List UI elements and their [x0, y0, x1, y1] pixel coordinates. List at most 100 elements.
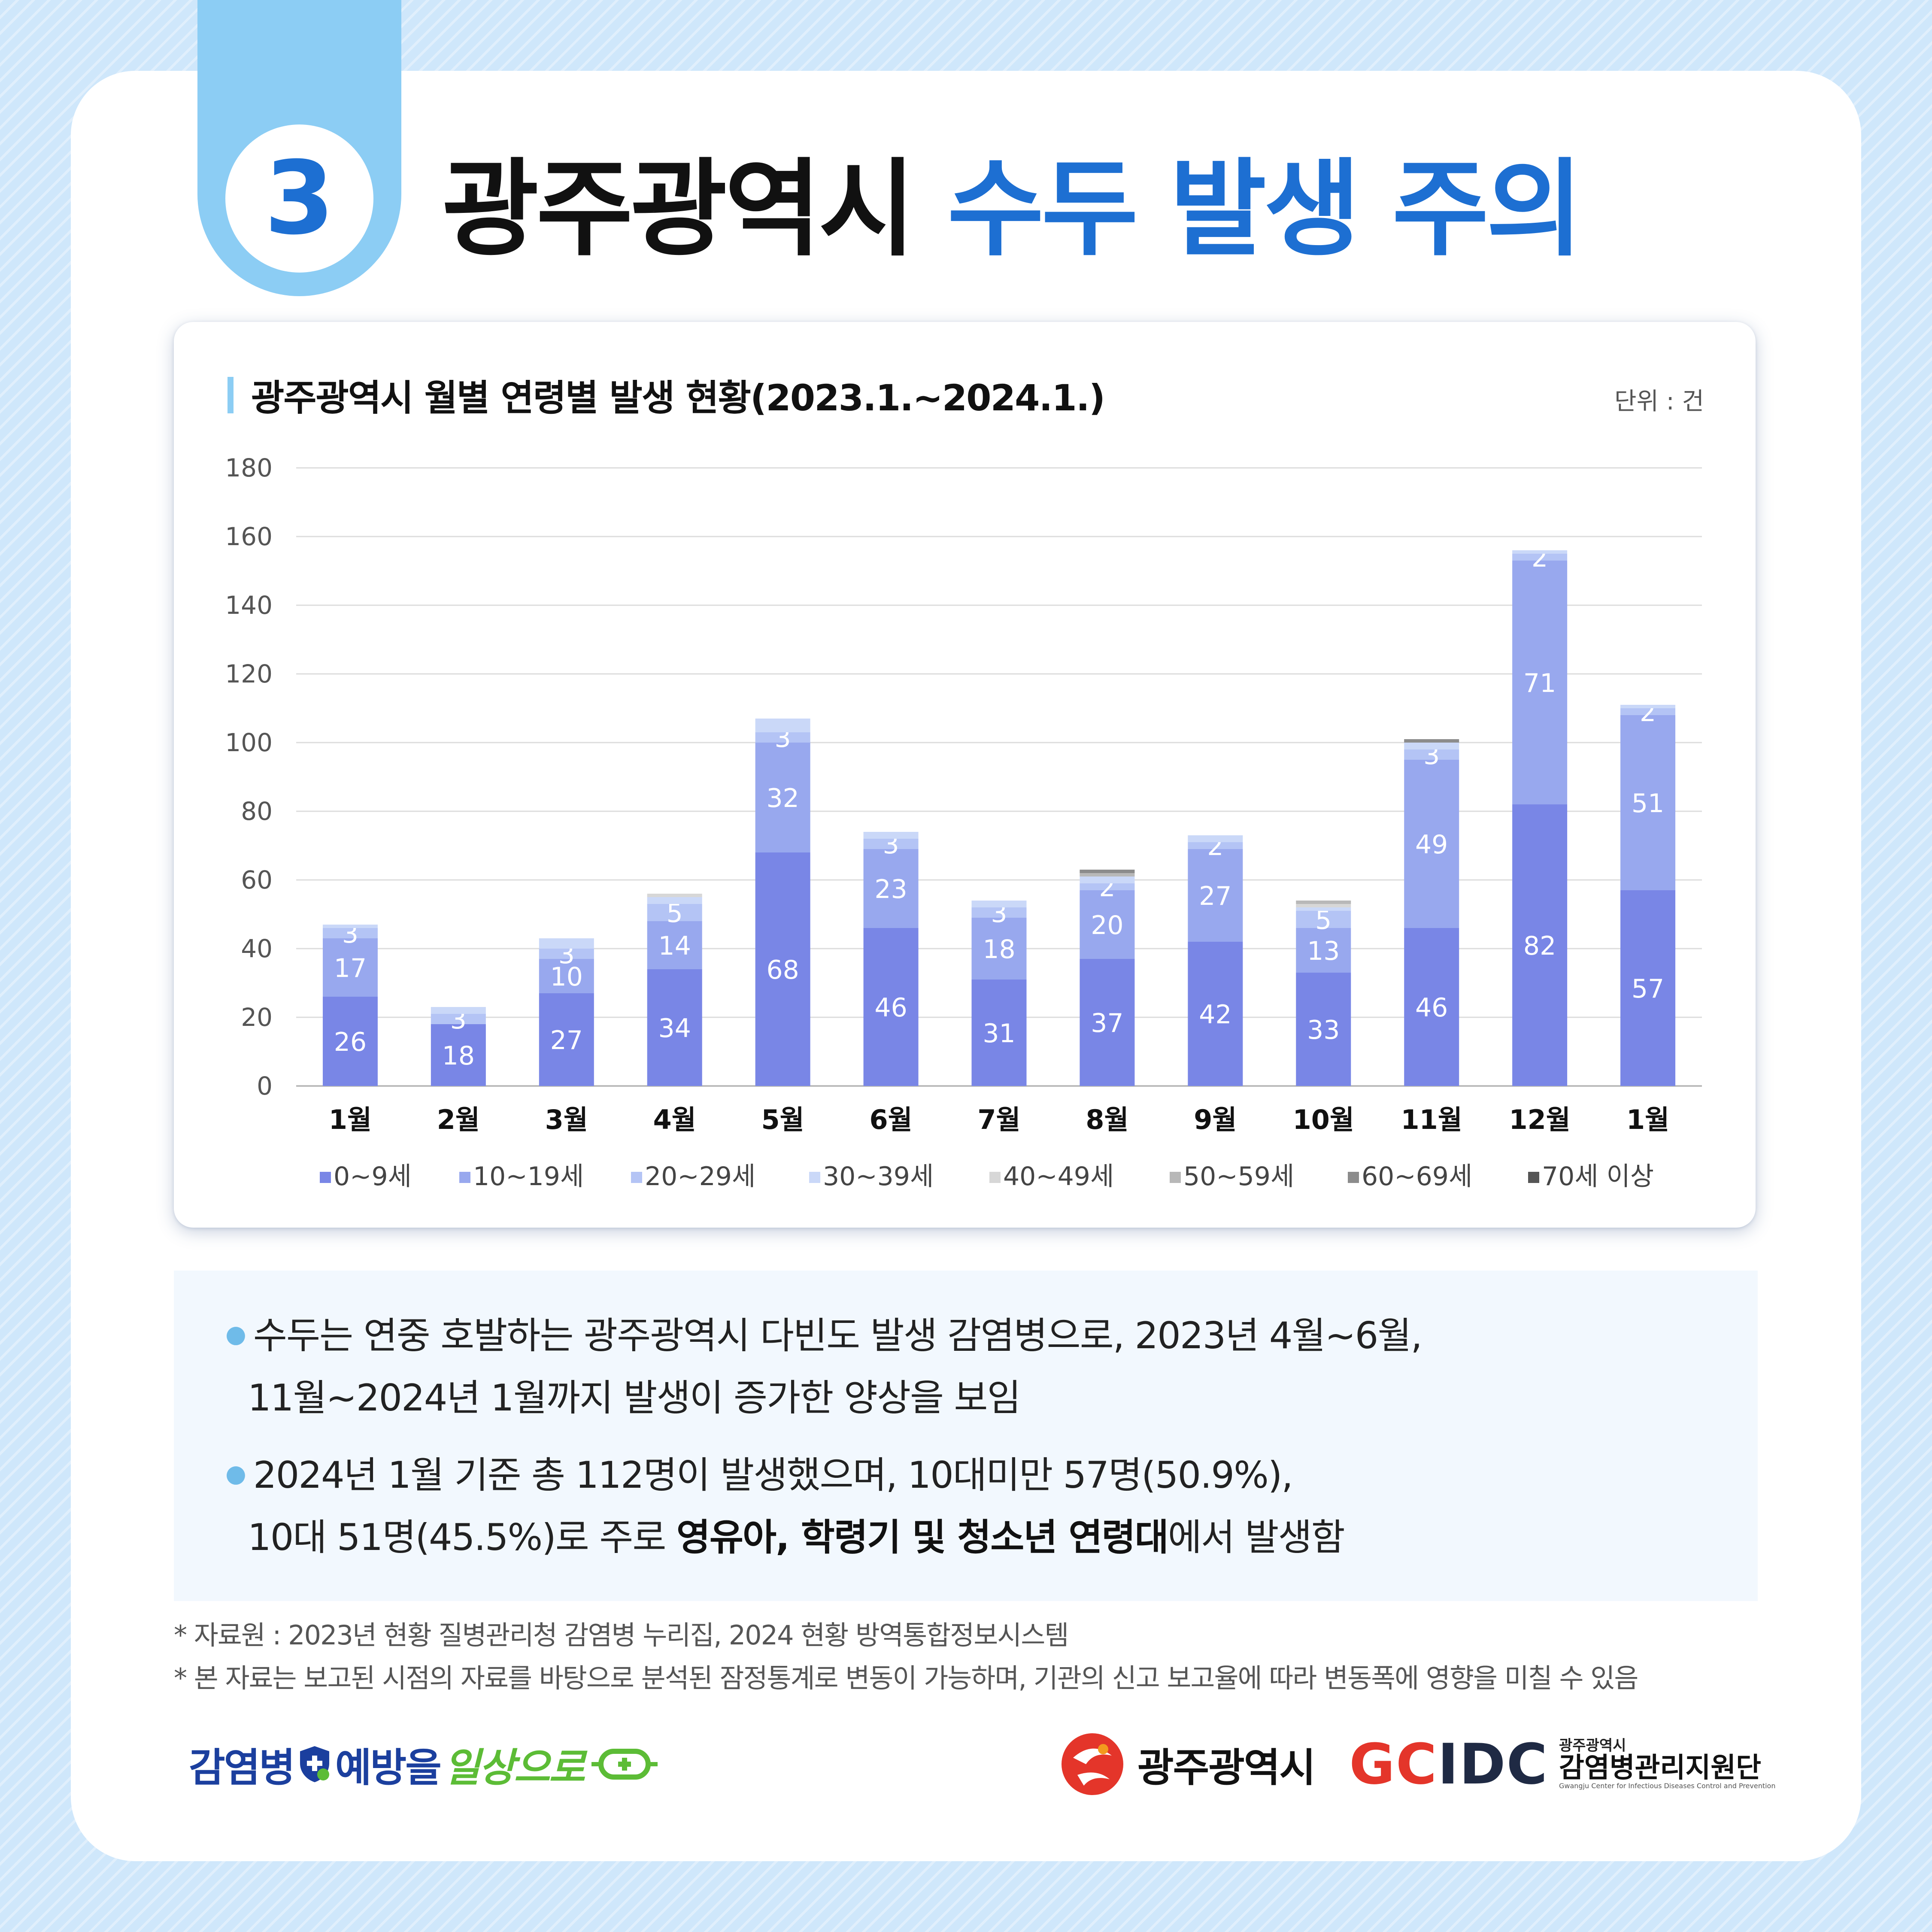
bar-segment: [431, 1014, 486, 1024]
cdc-city: 광주광역시: [1559, 1737, 1626, 1755]
data-label: 10: [550, 962, 583, 992]
bar-segment: [755, 732, 810, 743]
bar-segment: [1620, 715, 1676, 890]
bar-segment: [322, 928, 378, 938]
legend-label: 0~9세: [334, 1162, 412, 1192]
data-label: 17: [334, 953, 367, 983]
bullet-2: ● 2024년 1월 기준 총 112명이 발생했으며, 10대미만 57명(50…: [225, 1447, 1345, 1567]
data-label: 82: [1523, 931, 1556, 961]
bar-segment: [322, 938, 378, 997]
legend-label: 60~69세: [1362, 1162, 1472, 1192]
campaign-text-1: 감염병: [189, 1744, 295, 1791]
y-tick-label: 180: [225, 453, 273, 482]
data-label: 26: [334, 1027, 367, 1057]
legend-label: 30~39세: [823, 1162, 934, 1192]
data-label: 14: [658, 931, 691, 961]
data-label: 33: [1307, 1015, 1340, 1045]
bar-segment: [539, 938, 594, 949]
bullet-2-emphasis: 영유아, 학령기 및 청소년 연령대: [676, 1516, 1169, 1559]
bar-segment: [863, 839, 919, 849]
bar-segment: [755, 719, 810, 732]
chart-title: 광주광역시 월별 연령별 발생 현황(2023.1.~2024.1.): [227, 369, 1105, 421]
data-label: 42: [1199, 1000, 1231, 1030]
bar-segment: [1512, 550, 1568, 554]
data-label: 46: [874, 993, 907, 1023]
x-tick-label: 12월: [1509, 1104, 1570, 1135]
mask-icon: [591, 1749, 658, 1780]
bar-segment: [647, 921, 702, 969]
chart-card: 광주광역시 월별 연령별 발생 현황(2023.1.~2024.1.) 단위 :…: [174, 322, 1756, 1228]
bar-segment: [1512, 804, 1568, 1086]
legend-swatch: [1348, 1172, 1359, 1183]
bar-segment: [1404, 760, 1459, 928]
bar-segment: [1512, 561, 1568, 804]
bar-segment: [431, 1024, 486, 1086]
x-tick-label: 11월: [1401, 1104, 1462, 1135]
bar-segment: [1404, 749, 1459, 760]
data-label: 27: [1199, 881, 1231, 911]
cdc-name-block: 광주광역시 감염병관리지원단 Gwangju Center for Infect…: [1559, 1738, 1775, 1790]
data-label: 13: [1307, 936, 1340, 966]
bar-segment: [1080, 890, 1135, 959]
x-tick-label: 2월: [437, 1104, 480, 1135]
bar-segment: [539, 993, 594, 1086]
bar-segment: [322, 925, 378, 928]
summary-box: ● 수두는 연중 호발하는 광주광역시 다빈도 발생 감염병으로, 2023년 4…: [174, 1271, 1758, 1601]
legend-swatch: [320, 1172, 331, 1183]
note-source: * 자료원 : 2023년 현황 질병관리청 감염병 누리집, 2024 현황 …: [174, 1620, 1069, 1651]
bar-segment: [1296, 904, 1351, 907]
bar-segment: [1080, 883, 1135, 890]
title-region: 광주광역시: [442, 148, 916, 270]
bar-segment: [1404, 743, 1459, 749]
gwangju-city-emblem-icon: [1062, 1733, 1123, 1795]
data-label: 46: [1415, 993, 1448, 1023]
bar-segment: [1620, 708, 1676, 715]
bar-segment: [1296, 907, 1351, 911]
campaign-text-3: 일상으로: [443, 1744, 585, 1791]
gwangju-city-name: 광주광역시: [1137, 1744, 1316, 1791]
legend-label: 20~29세: [645, 1162, 755, 1192]
bar-segment: [971, 980, 1027, 1086]
bar-segment: [1620, 890, 1676, 1086]
data-label: 20: [1091, 910, 1123, 940]
y-tick-label: 0: [257, 1071, 273, 1101]
x-tick-label: 10월: [1293, 1104, 1354, 1135]
bar-segment: [863, 832, 919, 839]
bar-segment: [971, 901, 1027, 907]
bar-segment: [1188, 849, 1243, 942]
bar-segment: [863, 928, 919, 1086]
bar-segment: [1080, 877, 1135, 883]
x-tick-label: 1월: [1626, 1104, 1669, 1135]
bar-segment: [971, 918, 1027, 980]
data-label: 37: [1091, 1008, 1123, 1038]
data-label: 2: [1640, 698, 1656, 728]
data-label: 34: [658, 1013, 691, 1043]
data-label: 71: [1523, 668, 1556, 698]
bar-segment: [322, 997, 378, 1086]
bar-segment: [1296, 911, 1351, 928]
y-tick-label: 120: [225, 659, 273, 688]
legend-swatch: [1170, 1172, 1181, 1183]
bar-segment: [755, 743, 810, 852]
legend-label: 70세 이상: [1542, 1162, 1654, 1192]
legend-label: 40~49세: [1003, 1162, 1114, 1192]
campaign-text-2: 예방을: [335, 1744, 442, 1791]
y-tick-label: 40: [241, 934, 273, 963]
bar-segment: [1080, 959, 1135, 1086]
x-tick-label: 1월: [329, 1104, 372, 1135]
x-tick-label: 4월: [653, 1104, 696, 1135]
y-tick-label: 100: [225, 728, 273, 757]
bullet-dot-icon: ●: [225, 1320, 246, 1348]
y-tick-label: 60: [241, 865, 273, 895]
bullet-2-line2: 10대 51명(45.5%)로 주로 영유아, 학령기 및 청소년 연령대에서 …: [248, 1516, 1345, 1559]
bar-segment: [1296, 901, 1351, 904]
bar-segment: [1296, 928, 1351, 973]
stacked-bar-chart: 020406080100120140160180261731월1832월2710…: [225, 453, 1702, 1192]
bar-segment: [1404, 928, 1459, 1086]
bar-segment: [539, 949, 594, 959]
bar-segment: [647, 969, 702, 1086]
bullet-2-line1: 2024년 1월 기준 총 112명이 발생했으며, 10대미만 57명(50.…: [253, 1454, 1293, 1497]
data-label: 49: [1415, 830, 1448, 860]
bar-segment: [1188, 942, 1243, 1086]
campaign-logo: 감염병 예방을 일상으로: [189, 1732, 661, 1796]
